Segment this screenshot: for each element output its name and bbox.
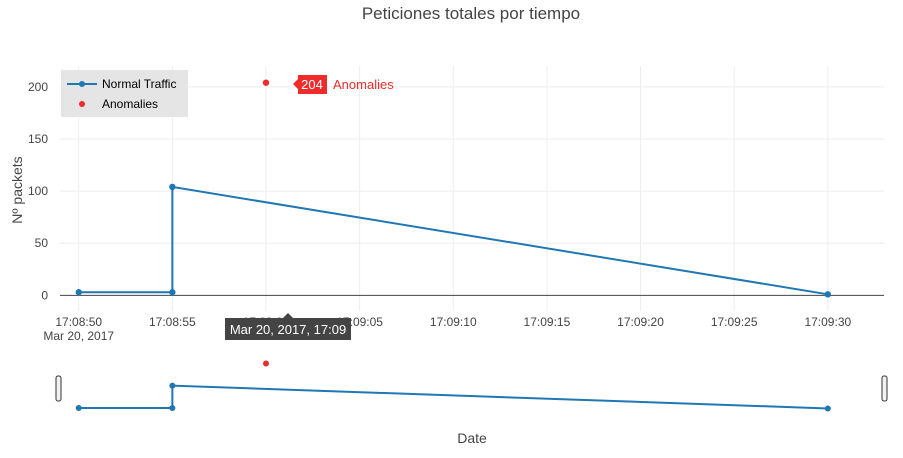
legend-marker-swatch bbox=[79, 101, 85, 107]
y-tick-label: 100 bbox=[28, 184, 48, 198]
legend-item-anomalies[interactable]: Anomalies bbox=[79, 97, 158, 111]
legend-background bbox=[61, 70, 188, 117]
x-tick-label: 17:09:25 bbox=[711, 315, 758, 329]
range-slider[interactable] bbox=[75, 360, 831, 412]
x-tick-label: 17:09:10 bbox=[430, 315, 477, 329]
x-tick-label: 17:09:20 bbox=[617, 315, 664, 329]
legend-label: Anomalies bbox=[102, 97, 158, 111]
x-hover-label: Mar 20, 2017, 17:09 bbox=[225, 313, 351, 340]
range-slider-handle-left[interactable] bbox=[55, 375, 62, 402]
x-tick-sublabel: Mar 20, 2017 bbox=[43, 329, 114, 343]
y-axis-label: Nº packets bbox=[9, 156, 25, 223]
x-tick-label: 17:09:15 bbox=[524, 315, 571, 329]
y-tick-label: 0 bbox=[41, 288, 48, 302]
y-tick-label: 50 bbox=[35, 236, 49, 250]
legend-label: Normal Traffic bbox=[102, 77, 176, 91]
slider-data-point-normal-traffic bbox=[75, 405, 82, 412]
x-axis-label: Date bbox=[457, 430, 487, 446]
hover-tooltip-series: Anomalies bbox=[333, 77, 394, 92]
slider-data-point-normal-traffic bbox=[169, 405, 176, 412]
x-hover-box bbox=[225, 318, 351, 340]
slider-data-point-anomalies bbox=[263, 360, 269, 367]
y-tick-label: 200 bbox=[28, 80, 48, 94]
x-hover-text: Mar 20, 2017, 17:09 bbox=[230, 322, 346, 337]
x-hover-pointer bbox=[282, 313, 294, 319]
data-point-normal-traffic[interactable] bbox=[824, 291, 832, 298]
x-tick-label: 17:09:30 bbox=[804, 315, 851, 329]
chart-title: Peticiones totales por tiempo bbox=[362, 4, 580, 23]
data-point-normal-traffic[interactable] bbox=[75, 289, 82, 296]
legend-item-normal-traffic[interactable]: Normal Traffic bbox=[67, 77, 176, 91]
x-tick-label: 17:08:55 bbox=[149, 315, 196, 329]
hover-tooltip-pointer bbox=[293, 78, 299, 90]
y-tick-label: 150 bbox=[28, 132, 48, 146]
data-point-normal-traffic[interactable] bbox=[169, 289, 176, 296]
hover-tooltip-value: 204 bbox=[301, 77, 323, 92]
hover-tooltip: 204 Anomalies bbox=[293, 75, 394, 94]
legend-marker-swatch bbox=[79, 81, 85, 87]
legend: Normal Traffic Anomalies bbox=[61, 70, 188, 117]
x-tick-label: 17:08:50 bbox=[55, 315, 102, 329]
y-axis: 0 50 100 150 200 bbox=[28, 80, 48, 303]
slider-data-point-normal-traffic bbox=[169, 382, 176, 389]
data-point-normal-traffic[interactable] bbox=[169, 183, 176, 191]
plot-area[interactable] bbox=[75, 79, 832, 298]
range-slider-handle-right[interactable] bbox=[881, 375, 888, 402]
data-point-anomalies[interactable] bbox=[262, 79, 270, 86]
slider-data-point-normal-traffic bbox=[824, 405, 831, 412]
slider-series-line-normal-traffic bbox=[78, 384, 828, 410]
series-line-normal-traffic bbox=[78, 185, 828, 296]
hover-tooltip-box bbox=[298, 75, 327, 94]
